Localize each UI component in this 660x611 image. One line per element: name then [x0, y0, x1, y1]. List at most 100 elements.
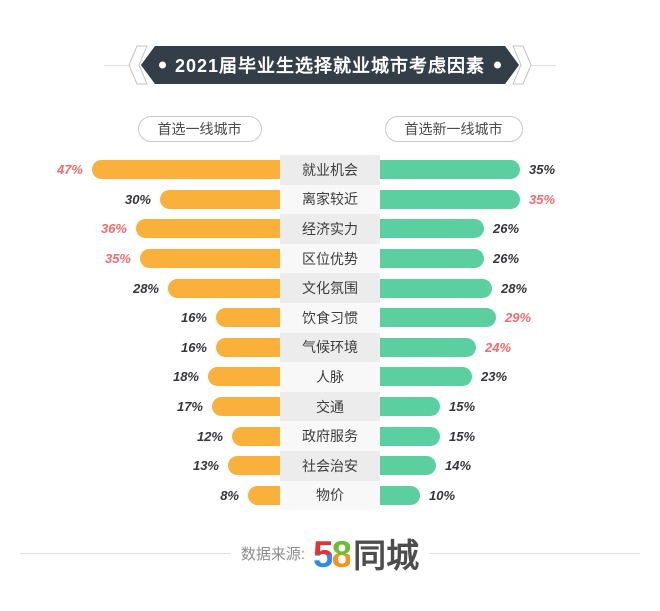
category-label: 社会治安	[280, 450, 380, 481]
chart-row: 30% 离家较近 35%	[0, 184, 660, 215]
right-zone: 14%	[380, 451, 660, 481]
category-label: 离家较近	[280, 184, 380, 215]
left-bar	[160, 189, 280, 209]
right-bar	[380, 160, 520, 180]
chart-row: 8% 物价 10%	[0, 480, 660, 511]
right-bar	[380, 456, 436, 476]
category-label: 交通	[280, 391, 380, 422]
left-value-label: 17%	[176, 399, 203, 415]
left-bar	[168, 278, 280, 298]
category-label: 饮食习惯	[280, 302, 380, 333]
left-zone: 30%	[0, 185, 280, 215]
right-zone: 15%	[380, 392, 660, 422]
header-line-right	[523, 64, 557, 66]
chart-row: 16% 气候环境 24%	[0, 332, 660, 363]
left-zone: 35%	[0, 244, 280, 274]
left-zone: 18%	[0, 362, 280, 392]
category-label: 物价	[280, 480, 380, 511]
right-value-label: 29%	[505, 310, 532, 326]
left-value-label: 36%	[100, 221, 127, 237]
right-value-label: 23%	[481, 369, 508, 385]
chart-row: 28% 文化氛围 28%	[0, 273, 660, 303]
right-value-label: 35%	[529, 191, 556, 207]
category-label: 就业机会	[280, 155, 380, 185]
chart-row: 17% 交通 15%	[0, 391, 660, 422]
left-zone: 28%	[0, 273, 280, 303]
chart-row: 13% 社会治安 14%	[0, 450, 660, 481]
right-value-label: 14%	[445, 458, 472, 474]
left-value-label: 47%	[56, 162, 83, 178]
right-zone: 10%	[380, 481, 660, 511]
chart-row: 12% 政府服务 15%	[0, 421, 660, 451]
chart-row: 18% 人脉 23%	[0, 362, 660, 392]
chart-row: 16% 饮食习惯 29%	[0, 302, 660, 333]
right-bar	[380, 249, 484, 269]
category-label: 文化氛围	[280, 273, 380, 303]
right-bar	[380, 219, 484, 239]
left-value-label: 18%	[172, 369, 199, 385]
left-value-label: 35%	[104, 251, 131, 267]
left-bar	[136, 219, 280, 239]
right-bar	[380, 308, 496, 328]
left-bar	[228, 456, 280, 476]
right-value-label: 15%	[449, 428, 476, 444]
left-bar	[92, 160, 280, 180]
right-value-label: 26%	[493, 221, 520, 237]
footer: 数据来源: 5 8 同城	[0, 532, 660, 574]
left-bar	[212, 397, 280, 417]
title-banner: 2021届毕业生选择就业城市考虑因素	[141, 46, 519, 84]
left-value-label: 12%	[196, 428, 223, 444]
data-source: 数据来源: 5 8 同城	[231, 529, 429, 577]
right-bar	[380, 485, 420, 505]
banner-dot-right-icon	[494, 61, 502, 69]
right-zone: 23%	[380, 362, 660, 392]
right-zone: 28%	[380, 273, 660, 303]
category-label: 气候环境	[280, 332, 380, 363]
title-ribbon: 2021届毕业生选择就业城市考虑因素	[128, 45, 532, 85]
left-bar	[248, 485, 280, 505]
logo-digit-8: 8	[331, 534, 353, 576]
category-label: 区位优势	[280, 243, 380, 274]
page-title: 2021届毕业生选择就业城市考虑因素	[174, 56, 486, 76]
legend-left-pill: 首选一线城市	[137, 116, 262, 142]
header-line-left	[103, 64, 137, 66]
left-value-label: 13%	[192, 458, 219, 474]
left-bar	[232, 426, 280, 446]
right-bar	[380, 278, 492, 298]
left-zone: 16%	[0, 303, 280, 333]
right-bar	[380, 337, 476, 357]
left-zone: 8%	[0, 481, 280, 511]
left-zone: 13%	[0, 451, 280, 481]
right-zone: 35%	[380, 155, 660, 185]
chart-row: 47% 就业机会 35%	[0, 155, 660, 185]
left-zone: 36%	[0, 214, 280, 244]
chart-row: 35% 区位优势 26%	[0, 243, 660, 274]
right-zone: 26%	[380, 214, 660, 244]
legend-right-pill: 首选新一线城市	[384, 116, 523, 142]
ribbon-fold-left-icon	[128, 45, 148, 85]
left-value-label: 30%	[124, 191, 151, 207]
left-bar	[208, 367, 280, 387]
left-value-label: 8%	[220, 487, 239, 503]
left-bar	[216, 337, 280, 357]
header: 2021届毕业生选择就业城市考虑因素	[0, 45, 660, 85]
source-label: 数据来源:	[240, 545, 306, 563]
logo-city-text: 同城	[353, 537, 420, 575]
left-zone: 47%	[0, 155, 280, 185]
left-bar	[140, 249, 280, 269]
right-zone: 24%	[380, 333, 660, 363]
chart-row: 36% 经济实力 26%	[0, 214, 660, 244]
right-value-label: 26%	[493, 251, 520, 267]
left-value-label: 16%	[180, 339, 207, 355]
right-zone: 35%	[380, 185, 660, 215]
category-label: 人脉	[280, 362, 380, 392]
left-zone: 12%	[0, 421, 280, 451]
banner-dot-left-icon	[158, 61, 166, 69]
right-value-label: 28%	[501, 280, 528, 296]
logo-digit-5: 5	[313, 534, 334, 576]
right-bar	[380, 397, 440, 417]
right-zone: 26%	[380, 244, 660, 274]
footer-line-right	[429, 552, 641, 554]
left-value-label: 28%	[132, 280, 159, 296]
